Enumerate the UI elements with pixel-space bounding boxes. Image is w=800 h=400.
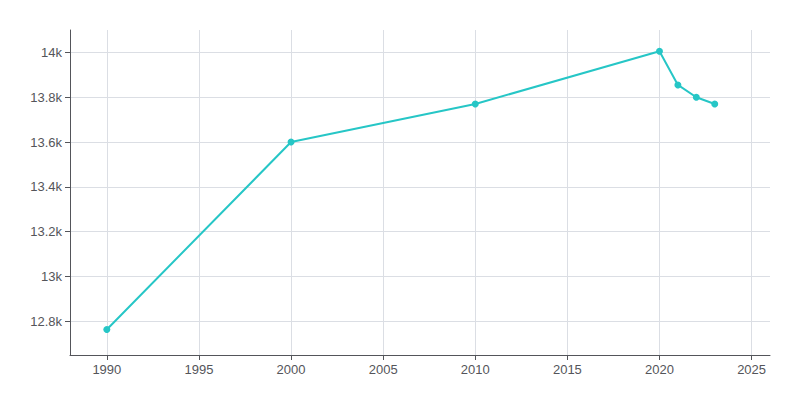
svg-text:2000: 2000: [277, 362, 306, 377]
svg-text:13.6k: 13.6k: [30, 135, 62, 150]
svg-text:13.8k: 13.8k: [30, 90, 62, 105]
svg-text:2005: 2005: [369, 362, 398, 377]
svg-text:2015: 2015: [553, 362, 582, 377]
svg-text:13.4k: 13.4k: [30, 179, 62, 194]
svg-text:2025: 2025: [737, 362, 766, 377]
svg-text:13k: 13k: [41, 269, 62, 284]
svg-text:1990: 1990: [92, 362, 121, 377]
svg-text:2020: 2020: [645, 362, 674, 377]
svg-text:13.2k: 13.2k: [30, 224, 62, 239]
svg-text:12.8k: 12.8k: [30, 314, 62, 329]
svg-text:14k: 14k: [41, 45, 62, 60]
svg-text:2010: 2010: [461, 362, 490, 377]
svg-text:1995: 1995: [184, 362, 213, 377]
